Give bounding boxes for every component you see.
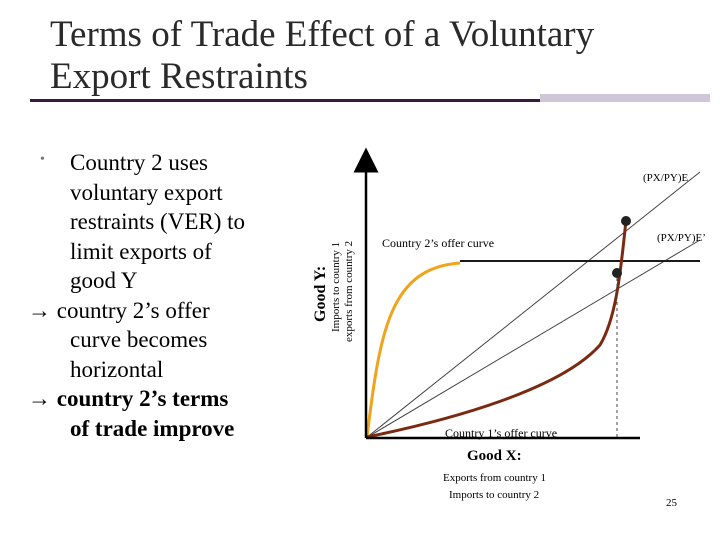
tot-e-label: (PX/PY)E bbox=[643, 172, 689, 184]
x-axis-sublabel-2: Imports to country 2 bbox=[449, 489, 540, 501]
tot-ray-e bbox=[365, 171, 701, 439]
x-axis-sublabel-1: Exports from country 1 bbox=[443, 472, 546, 484]
bullet-line-4: limit exports of bbox=[70, 238, 212, 264]
tot-e-prime-label: (PX/PY)E’ bbox=[657, 232, 706, 244]
bullet-line-10: of trade improve bbox=[70, 415, 235, 441]
bullet-line-3: restraints (VER) to bbox=[70, 209, 246, 234]
y-axis-sublabel-2: exports from country 2 bbox=[343, 240, 355, 342]
country1-offer-curve bbox=[366, 219, 628, 439]
title-underline bbox=[30, 99, 710, 102]
bullet-marker: • bbox=[40, 152, 45, 167]
tot-ray-e-prime bbox=[365, 239, 701, 439]
x-axis-label: Good X: bbox=[467, 448, 522, 464]
bullet-line-2: voluntary export bbox=[70, 179, 223, 205]
title-underline-accent bbox=[540, 94, 710, 102]
title-line-2: Export Restraints bbox=[50, 56, 308, 97]
equilibrium-point-e-prime bbox=[612, 268, 622, 278]
country2-offer-curve bbox=[365, 261, 461, 438]
bullet-line-8: horizontal bbox=[70, 356, 164, 382]
title-line-1: Terms of Trade Effect of a Voluntary bbox=[50, 14, 595, 55]
bullet-line-6: → country 2’s offer bbox=[28, 297, 210, 323]
country1-curve-label: Country 1’s offer curve bbox=[445, 426, 558, 440]
y-axis-label: Good Y: bbox=[312, 265, 329, 322]
bullet-line-1: Country 2 uses bbox=[70, 150, 208, 175]
bullet-line-7: curve becomes bbox=[70, 327, 208, 352]
country2-curve-label: Country 2’s offer curve bbox=[382, 236, 495, 250]
slide-title: Terms of Trade Effect of a Voluntary Exp… bbox=[50, 14, 650, 98]
bullet-line-9: → country 2’s terms bbox=[28, 386, 229, 411]
y-axis-sublabel-1: Imports to country 1 bbox=[330, 241, 342, 332]
equilibrium-point-e bbox=[621, 216, 631, 226]
bullet-text: Country 2 uses voluntary export restrain… bbox=[28, 148, 310, 443]
bullet-line-5: good Y bbox=[70, 268, 138, 293]
page-number: 25 bbox=[666, 497, 677, 509]
